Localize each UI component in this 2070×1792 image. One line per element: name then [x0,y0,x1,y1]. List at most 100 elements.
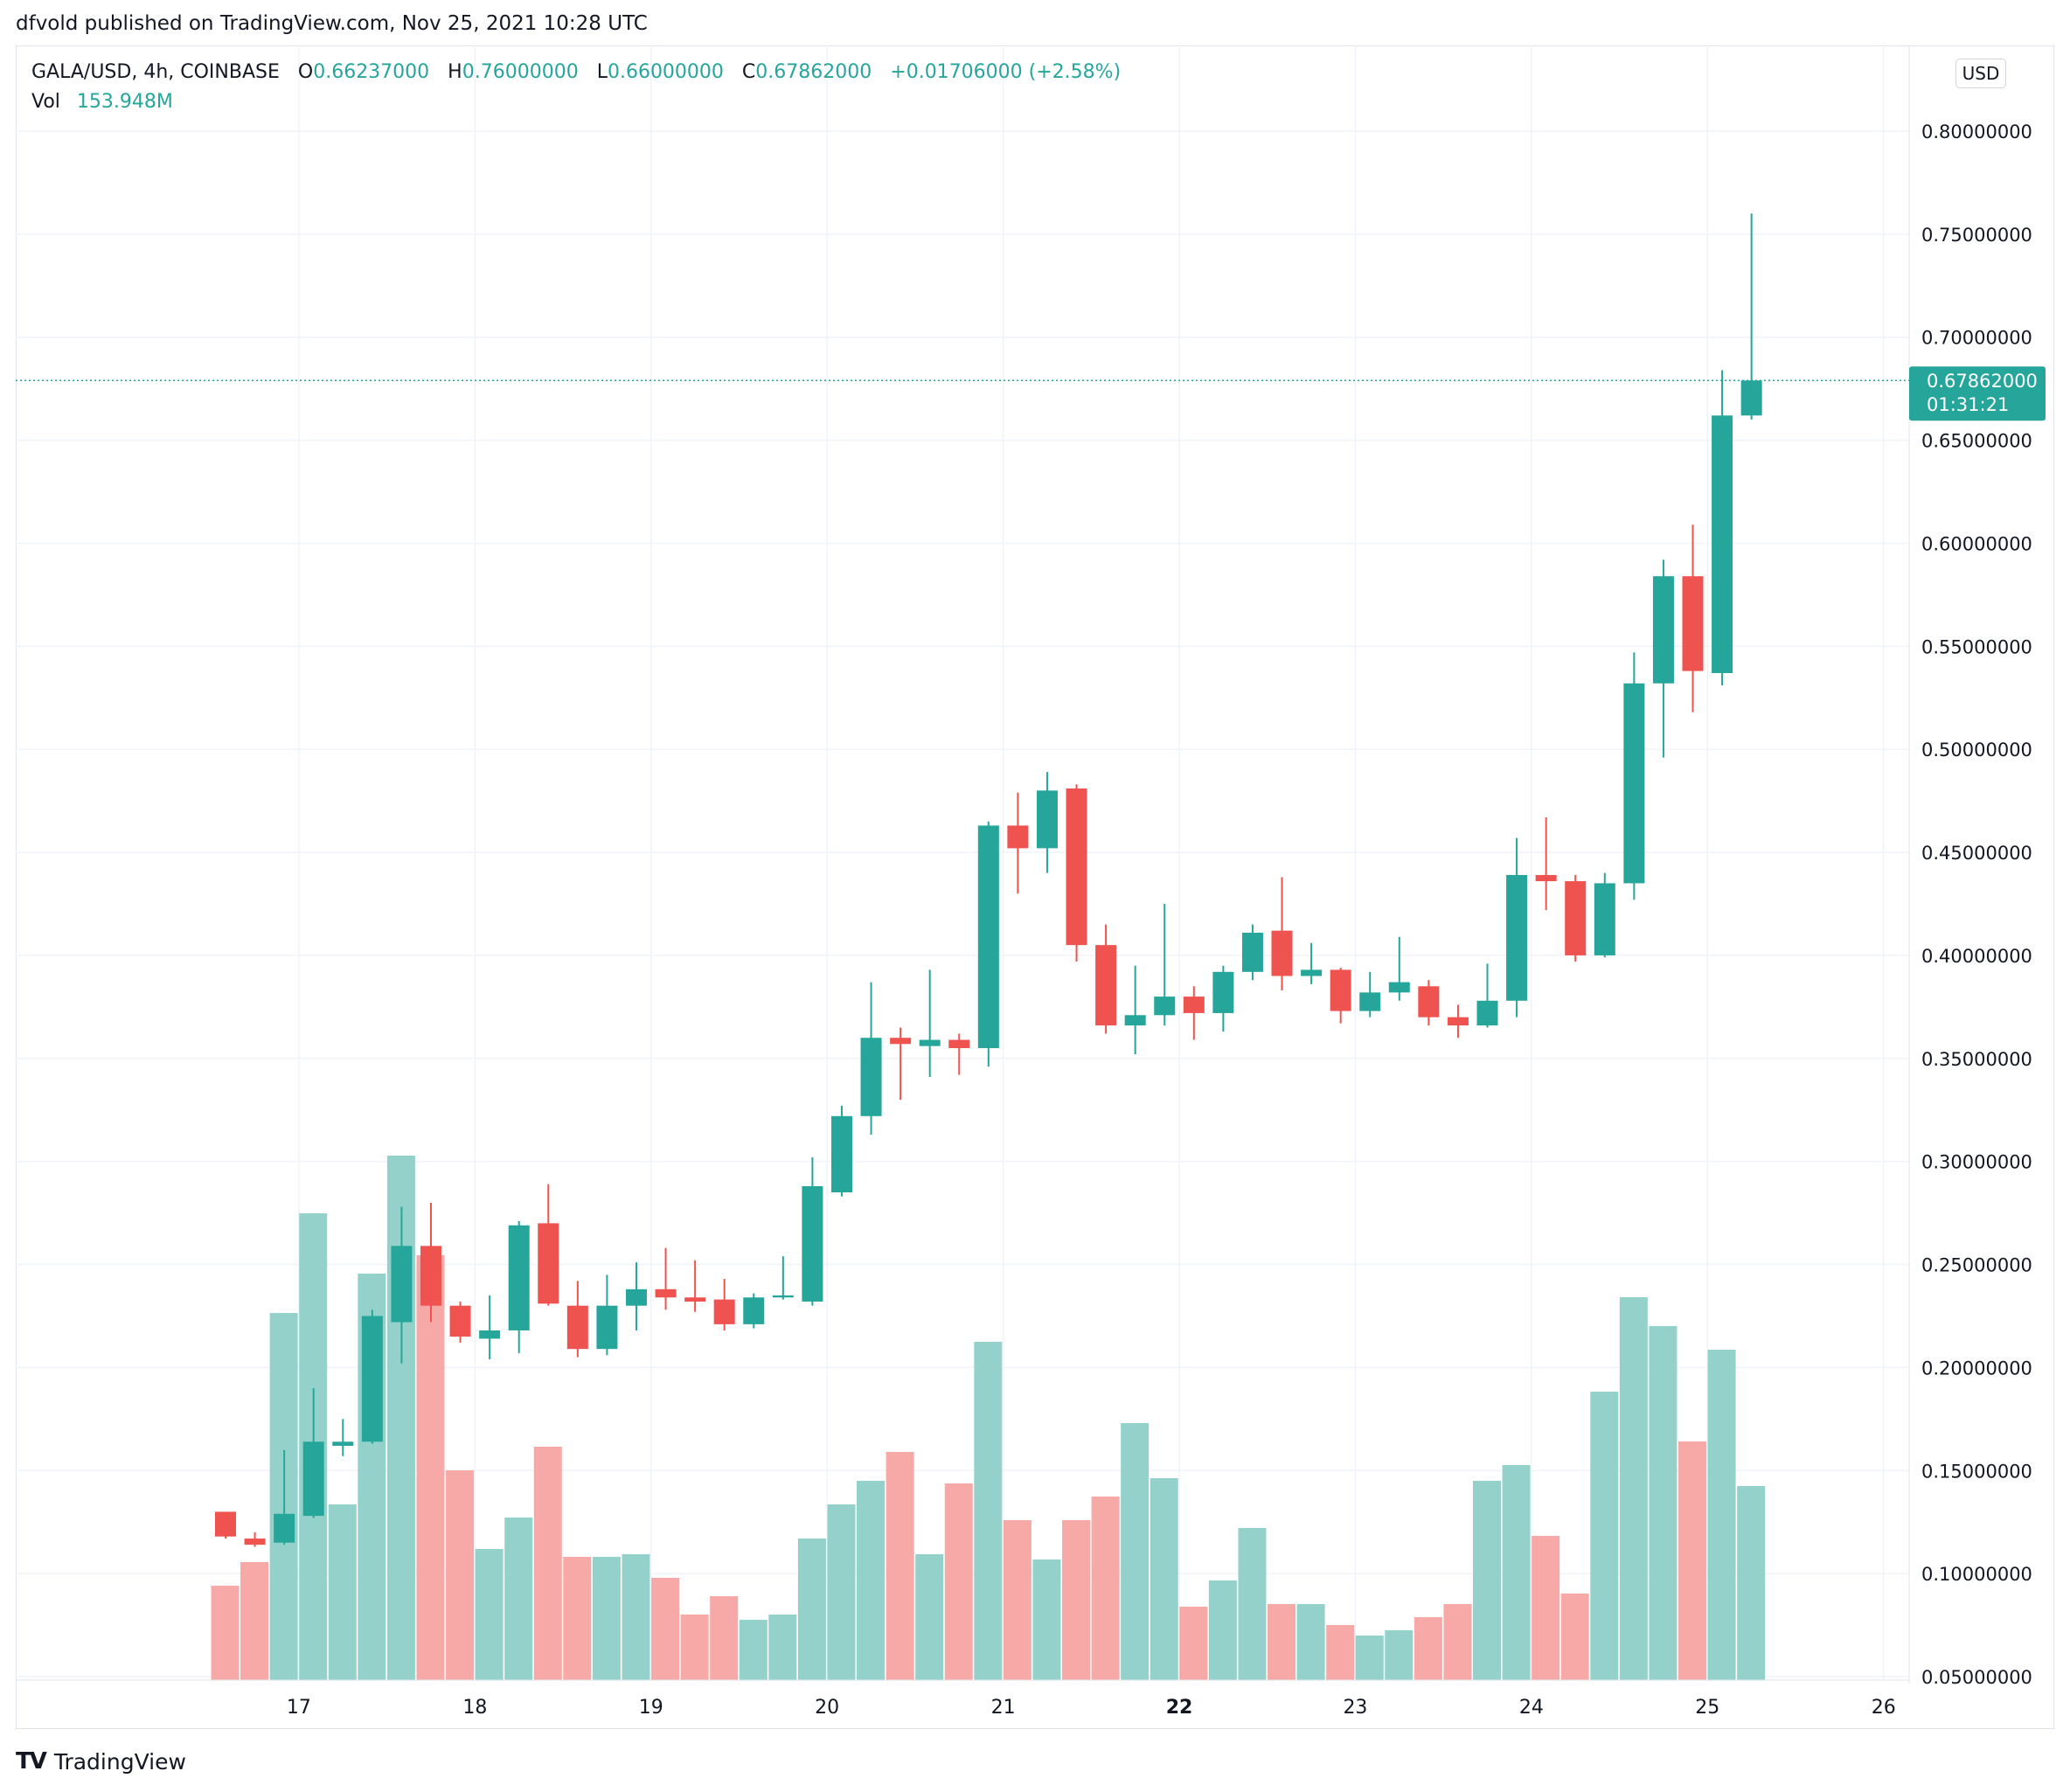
currency-button[interactable]: USD [1955,59,2006,88]
candle-body[interactable] [1066,788,1087,946]
candle-body[interactable] [1330,969,1351,1011]
candle-body[interactable] [1506,874,1528,1001]
volume-bar [240,1562,269,1680]
last-price-value: 0.67862000 [1927,371,2038,392]
candle-body[interactable] [772,1295,794,1298]
legend-symbol[interactable]: GALA/USD, 4h, COINBASE [31,61,280,83]
y-tick-label: 0.10000000 [1921,1564,2032,1585]
candle-body[interactable] [391,1246,413,1323]
volume-bar [710,1596,739,1680]
candle-body[interactable] [860,1038,882,1116]
candle-body[interactable] [1271,930,1293,976]
candle-body[interactable] [1594,883,1615,955]
footer-brand[interactable]: TV TradingView [16,1748,186,1775]
volume-bar [211,1586,240,1680]
candle-body[interactable] [1418,986,1440,1018]
candle-body[interactable] [890,1038,912,1045]
legend-open-value: 0.66237000 [313,61,430,83]
candle-body[interactable] [1036,790,1058,849]
candle-body[interactable] [1183,997,1205,1013]
x-tick-label: 18 [462,1697,487,1719]
x-tick-label: 24 [1519,1697,1544,1719]
volume-bar [797,1538,826,1680]
candle-body[interactable] [1007,825,1029,849]
candle-body[interactable] [1359,992,1381,1011]
legend-close-value: 0.67862000 [755,61,872,83]
candle-body[interactable] [1388,982,1410,993]
candle-body[interactable] [1447,1017,1469,1026]
candle-body[interactable] [566,1305,588,1350]
candle-body[interactable] [302,1441,324,1517]
candle-body[interactable] [1623,683,1645,884]
candle-layer [215,213,1762,1547]
candle-body[interactable] [713,1299,735,1324]
legend-vol-label[interactable]: Vol [31,91,60,113]
candle-body[interactable] [802,1185,823,1302]
candle-body[interactable] [538,1223,559,1304]
candle-body[interactable] [244,1538,266,1545]
volume-bar [1707,1350,1736,1680]
volume-bar [1737,1486,1766,1680]
x-tick-label: 21 [991,1697,1016,1719]
candle-body[interactable] [830,1115,852,1193]
y-tick-label: 0.60000000 [1921,533,2032,554]
candle-body[interactable] [1476,1000,1498,1026]
candle-body[interactable] [1095,945,1117,1026]
candle-body[interactable] [215,1511,236,1537]
y-tick-label: 0.80000000 [1921,122,2032,142]
y-tick-label: 0.30000000 [1921,1152,2032,1173]
candle-body[interactable] [1682,576,1704,671]
candle-body[interactable] [449,1305,471,1337]
legend-high-value: 0.76000000 [462,61,579,83]
volume-bar [592,1557,621,1680]
candle-body[interactable] [596,1305,618,1350]
candle-body[interactable] [1124,1015,1146,1026]
candle-body[interactable] [274,1513,295,1543]
y-tick-label: 0.55000000 [1921,636,2032,657]
volume-bar [1619,1297,1648,1680]
legend-volume: Vol 153.948M [31,91,173,113]
axis-layer: 0.80000000 0.75000000 0.70000000 0.65000000… [16,45,2046,1719]
candle-body[interactable] [1652,576,1674,684]
legend-high-label: H [448,61,462,83]
x-tick-label: 20 [815,1697,839,1719]
candle-body[interactable] [1712,415,1733,673]
candle-body[interactable] [655,1288,677,1298]
candle-body[interactable] [625,1288,647,1306]
y-tick-label: 0.65000000 [1921,431,2032,452]
candle-body[interactable] [1212,971,1234,1013]
footer-brand-label: TradingView [53,1748,186,1775]
x-tick-label: 23 [1343,1697,1367,1719]
volume-bar [1443,1604,1472,1680]
volume-bar [1296,1604,1325,1680]
x-tick-label: 26 [1872,1697,1896,1719]
volume-bar [1268,1604,1296,1680]
last-price-tag [1909,366,2046,421]
candle-body[interactable] [1241,933,1263,972]
candle-body[interactable] [479,1330,501,1339]
legend-low-label: L [596,61,608,83]
y-tick-label: 0.50000000 [1921,740,2032,761]
y-tick-label: 0.35000000 [1921,1049,2032,1070]
candle-body[interactable] [1535,874,1557,882]
volume-bar [475,1549,504,1680]
candle-body[interactable] [1301,969,1323,976]
candle-body[interactable] [332,1441,354,1446]
volume-bar [1238,1528,1267,1680]
candle-body[interactable] [1740,380,1762,416]
chart-frame[interactable] [16,45,2054,1729]
candle-body[interactable] [919,1039,941,1046]
candle-body[interactable] [948,1039,970,1049]
legend-ohlc: GALA/USD, 4h, COINBASE O0.66237000 H0.76… [31,61,1121,83]
candle-body[interactable] [1154,997,1176,1016]
volume-bar [1414,1617,1442,1680]
candle-body[interactable] [508,1225,530,1330]
candle-body[interactable] [684,1297,706,1302]
y-tick-label: 0.75000000 [1921,225,2032,246]
candle-body[interactable] [361,1316,383,1442]
candle-body[interactable] [977,825,999,1049]
candle-body[interactable] [743,1297,765,1324]
candle-body[interactable] [1565,881,1587,955]
candle-body[interactable] [420,1246,441,1306]
